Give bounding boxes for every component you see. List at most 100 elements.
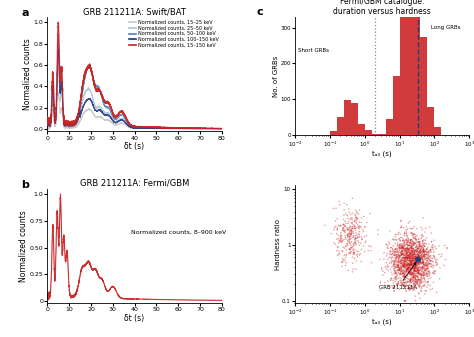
Point — [415, 243, 423, 248]
Point — [351, 236, 359, 242]
Point — [413, 261, 421, 266]
Point — [404, 262, 412, 268]
Point — [361, 225, 368, 230]
Point — [339, 222, 347, 227]
Point — [413, 240, 421, 245]
Point — [419, 262, 427, 267]
Point — [400, 243, 407, 248]
Point — [394, 270, 402, 275]
Point — [407, 237, 415, 243]
Point — [408, 248, 415, 254]
Point — [332, 224, 339, 229]
Point — [398, 244, 406, 249]
Point — [401, 261, 408, 267]
Point — [420, 271, 428, 276]
Point — [343, 243, 350, 249]
Point — [403, 224, 410, 229]
Point — [420, 248, 428, 253]
Point — [410, 264, 418, 269]
Point — [405, 255, 412, 261]
Point — [384, 262, 392, 268]
Point — [423, 264, 431, 269]
Point — [428, 230, 435, 236]
Point — [413, 271, 421, 276]
Point — [407, 257, 415, 262]
Point — [389, 246, 396, 251]
Point — [398, 261, 405, 266]
Point — [404, 257, 411, 262]
Point — [344, 226, 352, 232]
Point — [400, 280, 408, 285]
Point — [401, 263, 408, 268]
Point — [391, 247, 399, 252]
Point — [349, 235, 356, 240]
Point — [419, 260, 427, 265]
Point — [409, 253, 416, 259]
Point — [397, 249, 405, 255]
Point — [412, 252, 419, 257]
Point — [391, 259, 398, 265]
Point — [409, 259, 416, 265]
Point — [422, 248, 429, 253]
Point — [399, 250, 406, 256]
Point — [391, 251, 399, 257]
Point — [407, 250, 415, 255]
Point — [425, 259, 432, 265]
Point — [419, 252, 426, 257]
Point — [404, 269, 412, 274]
Point — [401, 229, 409, 235]
Point — [399, 244, 406, 249]
Point — [334, 225, 341, 231]
Point — [338, 239, 346, 245]
Point — [404, 263, 411, 268]
Point — [419, 264, 427, 269]
Point — [401, 272, 409, 278]
Point — [415, 277, 423, 282]
Point — [417, 275, 424, 280]
Point — [410, 264, 418, 269]
Point — [402, 237, 410, 242]
Point — [406, 278, 414, 283]
Point — [355, 231, 362, 237]
Point — [418, 267, 426, 272]
Point — [405, 288, 413, 293]
Point — [426, 273, 433, 278]
Point — [383, 251, 391, 256]
Point — [416, 262, 424, 267]
Point — [417, 249, 425, 255]
Point — [346, 250, 354, 255]
Point — [404, 266, 411, 272]
Point — [402, 254, 410, 259]
Point — [400, 271, 407, 276]
Point — [336, 199, 343, 204]
Point — [419, 243, 427, 248]
Point — [400, 245, 407, 250]
Point — [399, 257, 407, 263]
Point — [414, 254, 422, 259]
Point — [419, 238, 427, 243]
Point — [340, 222, 348, 227]
Point — [410, 266, 418, 271]
Point — [408, 250, 416, 256]
Point — [405, 265, 412, 270]
Point — [414, 253, 421, 258]
Point — [337, 223, 345, 228]
Point — [349, 251, 357, 257]
Point — [400, 262, 408, 267]
Point — [341, 219, 349, 224]
Point — [398, 245, 405, 250]
Point — [392, 277, 399, 282]
Point — [390, 262, 398, 267]
Point — [404, 249, 411, 255]
Point — [417, 244, 424, 249]
Point — [404, 260, 411, 266]
Point — [407, 251, 415, 256]
Point — [414, 245, 422, 250]
Point — [424, 274, 431, 279]
Point — [425, 261, 433, 266]
Point — [397, 251, 405, 257]
Point — [404, 258, 412, 264]
Point — [415, 265, 422, 271]
Point — [412, 268, 419, 273]
Point — [344, 239, 352, 244]
